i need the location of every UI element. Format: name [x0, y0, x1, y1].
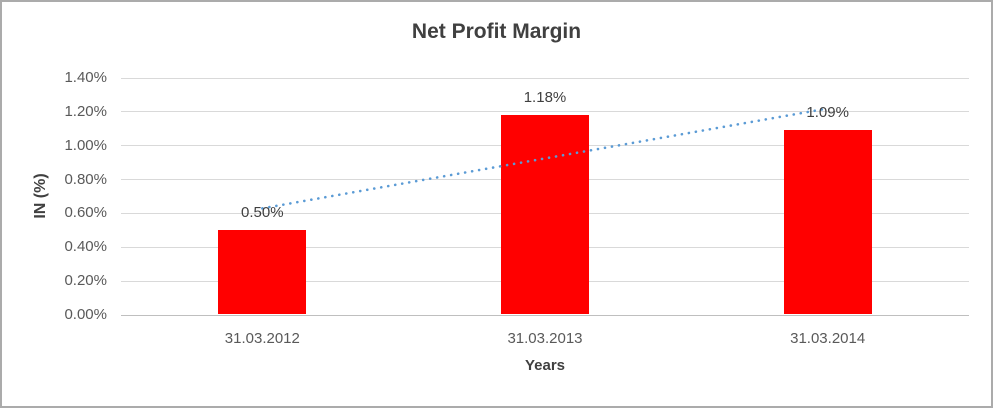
x-tick-label: 31.03.2014	[790, 330, 866, 347]
x-tick-label: 31.03.2012	[224, 330, 300, 347]
y-tick-label: 1.00%	[64, 136, 107, 154]
y-tick-label: 0.40%	[64, 238, 107, 256]
data-label: 1.18%	[523, 89, 567, 107]
bar-31.03.2013	[501, 115, 589, 314]
chart-title: Net Profit Margin	[411, 20, 582, 43]
y-tick-label: 0.20%	[64, 272, 107, 290]
y-tick-label: 0.60%	[64, 204, 107, 222]
data-label: 0.50%	[241, 204, 284, 222]
y-tick-label: 1.40%	[64, 69, 107, 86]
gridline	[121, 314, 969, 316]
x-axis-title: Years	[524, 357, 566, 374]
data-label: 1.09%	[806, 104, 849, 122]
bar-31.03.2012	[218, 230, 307, 314]
x-tick-label: 31.03.2013	[507, 330, 583, 347]
y-tick-label: 0.00%	[64, 306, 107, 323]
y-tick-label: 0.80%	[64, 170, 107, 188]
gridline	[121, 77, 969, 79]
bar-31.03.2014	[783, 130, 872, 314]
y-tick-label: 1.20%	[64, 102, 107, 120]
